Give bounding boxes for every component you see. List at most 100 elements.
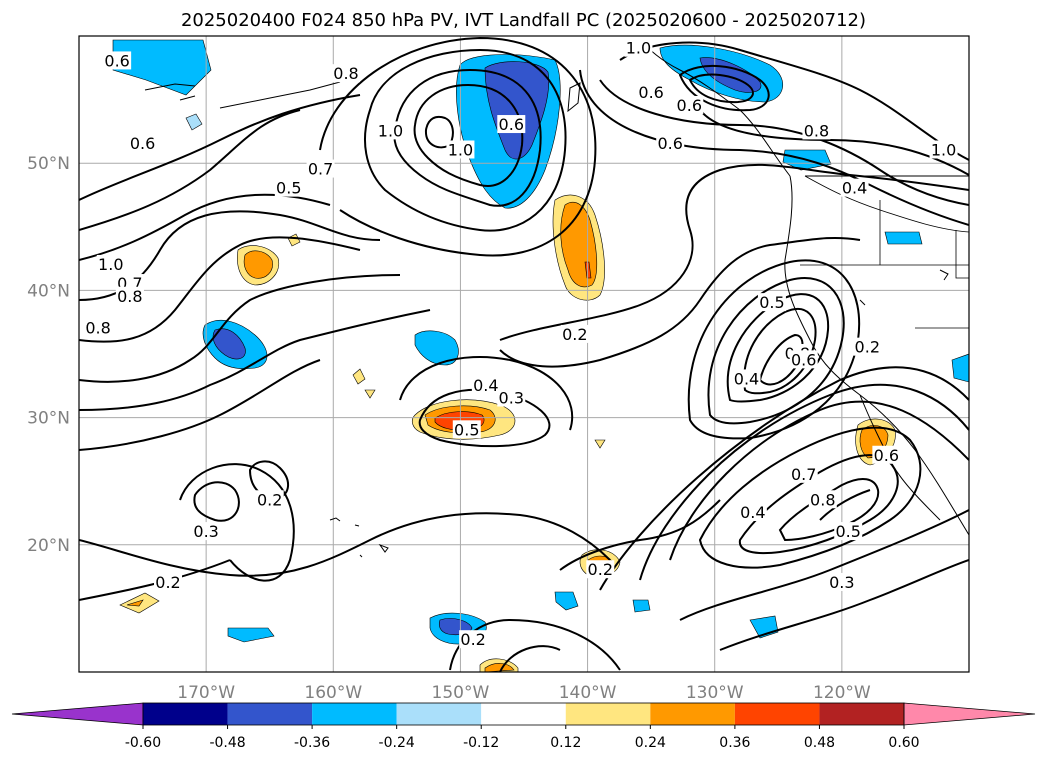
longitude-tick-label: 160°W bbox=[304, 683, 362, 703]
contour-label: 0.8 bbox=[85, 319, 110, 338]
contour-label-bg bbox=[586, 560, 615, 579]
shading-region bbox=[126, 599, 144, 607]
contour-label: 0.6 bbox=[130, 134, 155, 153]
contour-label-bg bbox=[802, 121, 831, 140]
colorbar-segment bbox=[819, 703, 904, 725]
latitude-tick-label: 20°N bbox=[27, 536, 70, 556]
contour-label: 0.6 bbox=[499, 115, 524, 134]
contour-label: 0.4 bbox=[734, 369, 759, 388]
colorbar-segment bbox=[734, 703, 820, 725]
contour-label: 0.6 bbox=[874, 446, 899, 465]
contour-label: 0.5 bbox=[454, 420, 479, 439]
map-frame bbox=[78, 35, 970, 673]
contour-label-bg bbox=[840, 178, 869, 197]
contour-label: 0.8 bbox=[804, 121, 829, 140]
shading-region bbox=[287, 233, 301, 247]
contour-label-bg bbox=[789, 350, 818, 369]
longitude-tick-label: 140°W bbox=[559, 683, 617, 703]
colorbar-outline bbox=[142, 702, 905, 726]
contour-label: 0.4 bbox=[842, 179, 867, 198]
contour-label: 0.5 bbox=[835, 522, 860, 541]
contour-label-bg bbox=[452, 420, 481, 439]
longitude-tick-label: 130°W bbox=[686, 683, 744, 703]
contour-label-bg bbox=[929, 140, 958, 159]
contour-label-bg bbox=[128, 134, 157, 153]
colorbar-tick-label: -0.36 bbox=[294, 735, 330, 751]
shading-region bbox=[364, 389, 376, 399]
shading-region bbox=[951, 353, 969, 383]
latitude-tick-label: 30°N bbox=[27, 409, 70, 429]
latitude-tick-label: 40°N bbox=[27, 281, 70, 301]
contour-label-bg bbox=[471, 375, 500, 394]
shading-region bbox=[212, 328, 246, 360]
contour-label: 1.0 bbox=[626, 39, 651, 58]
contour-label-bg bbox=[637, 83, 666, 102]
colorbar-segment bbox=[481, 703, 566, 725]
contour-label: 0.6 bbox=[791, 350, 816, 369]
contour-label-bg bbox=[675, 95, 704, 114]
shading-region bbox=[632, 599, 651, 613]
contour-label-bg bbox=[274, 178, 303, 197]
colorbar-tick-label: -0.60 bbox=[125, 735, 161, 751]
contour-label: 0.2 bbox=[855, 338, 880, 357]
contour-label-bg bbox=[738, 503, 767, 521]
contour-label: 0.3 bbox=[499, 389, 524, 408]
contour-label-bg bbox=[656, 134, 685, 153]
contour-label: 1.0 bbox=[448, 140, 473, 159]
contour-label-bg bbox=[306, 159, 335, 178]
shading-region bbox=[185, 113, 203, 131]
shading-region bbox=[243, 250, 273, 279]
contour-label: 0.4 bbox=[740, 503, 765, 522]
contour-label: 0.5 bbox=[276, 179, 301, 198]
contour-label: 1.0 bbox=[378, 121, 403, 140]
colorbar-tick-label: -0.48 bbox=[209, 735, 245, 751]
latitude-tick-label: 50°N bbox=[27, 154, 70, 174]
contour-label: 0.2 bbox=[257, 490, 282, 509]
shading-region bbox=[594, 439, 606, 449]
contour-label: 0.2 bbox=[460, 630, 485, 649]
figure-title: 2025020400 F024 850 hPa PV, IVT Landfall… bbox=[180, 10, 867, 31]
contour-label-bg bbox=[560, 324, 589, 343]
contour-label-bg bbox=[757, 293, 786, 312]
contour-label-bg bbox=[872, 445, 901, 464]
contour-label-bg bbox=[789, 464, 818, 483]
contour-label-bg bbox=[154, 572, 182, 591]
shading-region bbox=[884, 231, 923, 245]
contour-labels: 1.0 0.6 0.6 0.6 0.8 0.4 1.0 0.8 1.0 1.0 0.6 0.6 0.6 0… bbox=[84, 38, 958, 649]
contour-label-bg bbox=[115, 286, 144, 305]
colorbar-segment bbox=[565, 703, 651, 725]
colorbar-tick-label: 0.24 bbox=[635, 735, 666, 751]
contour-label-bg bbox=[446, 140, 475, 159]
shading-region bbox=[112, 39, 212, 96]
contour-label: 0.8 bbox=[810, 490, 835, 509]
contour-label-bg bbox=[96, 254, 125, 273]
contour-label: 0.2 bbox=[588, 560, 613, 579]
contour-label-bg bbox=[827, 572, 856, 591]
contour-label: 0.7 bbox=[308, 160, 333, 179]
colorbar-segment bbox=[312, 703, 397, 725]
contour-label: 0.2 bbox=[155, 573, 180, 592]
colorbar-tick-label: -0.24 bbox=[379, 735, 415, 751]
contour-label-bg bbox=[497, 115, 526, 134]
colorbar-tick-label: 0.60 bbox=[888, 735, 919, 751]
colorbar-tick-label: 0.12 bbox=[550, 735, 581, 751]
contour-label: 0.4 bbox=[473, 376, 498, 395]
colorbar-segment bbox=[227, 703, 313, 725]
latitude-labels: 20°N 30°N 40°N 50°N bbox=[27, 154, 70, 556]
contour-label: 0.6 bbox=[657, 134, 682, 153]
contour-label-bg bbox=[732, 369, 761, 388]
colorbar: -0.60 -0.48 -0.36 -0.24 -0.12 0.12 0.24 0.36 0.4… bbox=[11, 702, 1036, 751]
longitude-tick-label: 170°W bbox=[177, 683, 235, 703]
contour-label: 0.5 bbox=[759, 293, 784, 312]
contour-label: 0.3 bbox=[829, 573, 854, 592]
contour-label: 0.3 bbox=[193, 522, 218, 541]
contour-label: 0.8 bbox=[333, 64, 358, 83]
colorbar-segment bbox=[396, 703, 482, 725]
contour-label-bg bbox=[192, 522, 221, 541]
coastlines bbox=[144, 39, 969, 558]
longitude-tick-label: 150°W bbox=[432, 683, 490, 703]
contour-label-bg bbox=[459, 630, 488, 649]
colorbar-segment bbox=[143, 703, 228, 725]
